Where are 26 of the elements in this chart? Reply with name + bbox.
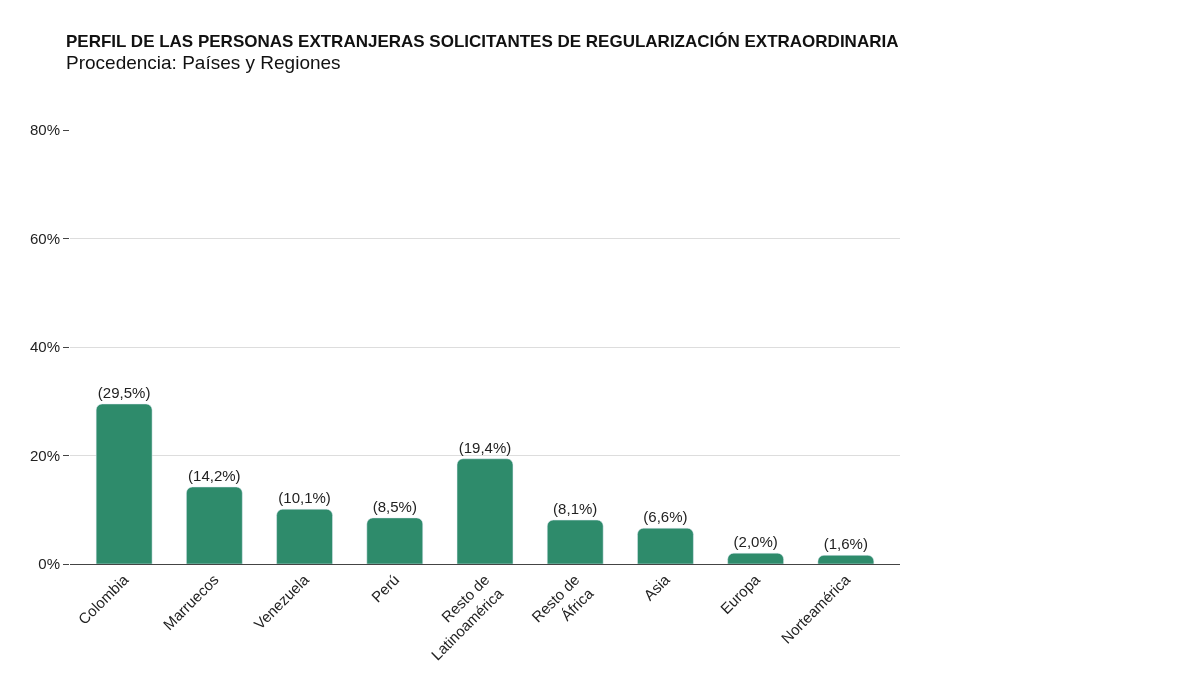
x-tick-label: Asia bbox=[640, 570, 674, 604]
bar bbox=[637, 527, 694, 564]
data-label: (6,6%) bbox=[643, 508, 688, 526]
y-tick-label: 0% bbox=[38, 555, 60, 573]
bar bbox=[547, 519, 604, 564]
data-label: (19,4%) bbox=[458, 438, 512, 456]
data-label: (1,6%) bbox=[823, 535, 868, 553]
y-tick-label: 60% bbox=[29, 229, 60, 247]
bar bbox=[95, 403, 153, 564]
chart-title: PERFIL DE LAS PERSONAS EXTRANJERAS SOLICITANTES DE REGULARIZACIÓN EXTRAORDINARIA bbox=[66, 32, 899, 52]
data-label: (14,2%) bbox=[188, 466, 241, 484]
data-label: (8,1%) bbox=[553, 500, 598, 518]
chart-subtitle: Procedencia: Países y Regiones bbox=[66, 52, 341, 74]
y-tick-label: 20% bbox=[29, 446, 60, 464]
bar bbox=[276, 508, 333, 564]
bar bbox=[366, 517, 423, 564]
bar bbox=[186, 486, 243, 564]
data-label: (10,1%) bbox=[278, 489, 331, 507]
y-tick-label: 40% bbox=[29, 338, 60, 356]
bar bbox=[817, 555, 875, 564]
bar bbox=[456, 458, 514, 564]
data-label: (2,0%) bbox=[733, 533, 778, 551]
data-label: (8,5%) bbox=[372, 497, 417, 515]
bar bbox=[727, 552, 784, 564]
data-label: (29,5%) bbox=[97, 383, 151, 401]
y-tick-label: 80% bbox=[29, 121, 60, 139]
